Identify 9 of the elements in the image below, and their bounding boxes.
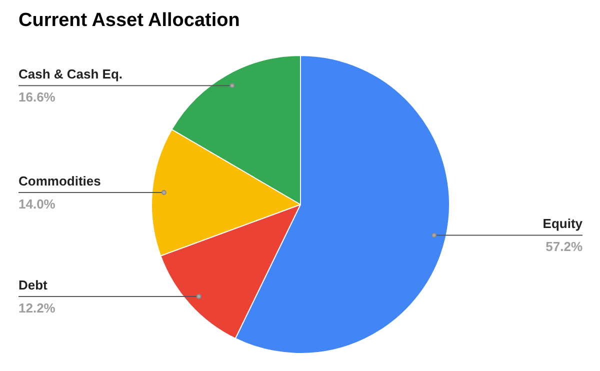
slice-label: Equity [542, 216, 584, 232]
data-label: 12.2% [18, 300, 56, 316]
data-label: 16.6% [18, 90, 56, 105]
slice-label: Debt [18, 277, 48, 292]
chart-title: Current Asset Allocation [18, 10, 240, 31]
slice-label: Cash & Cash Eq. [18, 66, 123, 82]
data-label: 57.2% [546, 239, 583, 254]
slice-label: Commodities [18, 173, 101, 188]
data-label: 14.0% [18, 196, 56, 212]
